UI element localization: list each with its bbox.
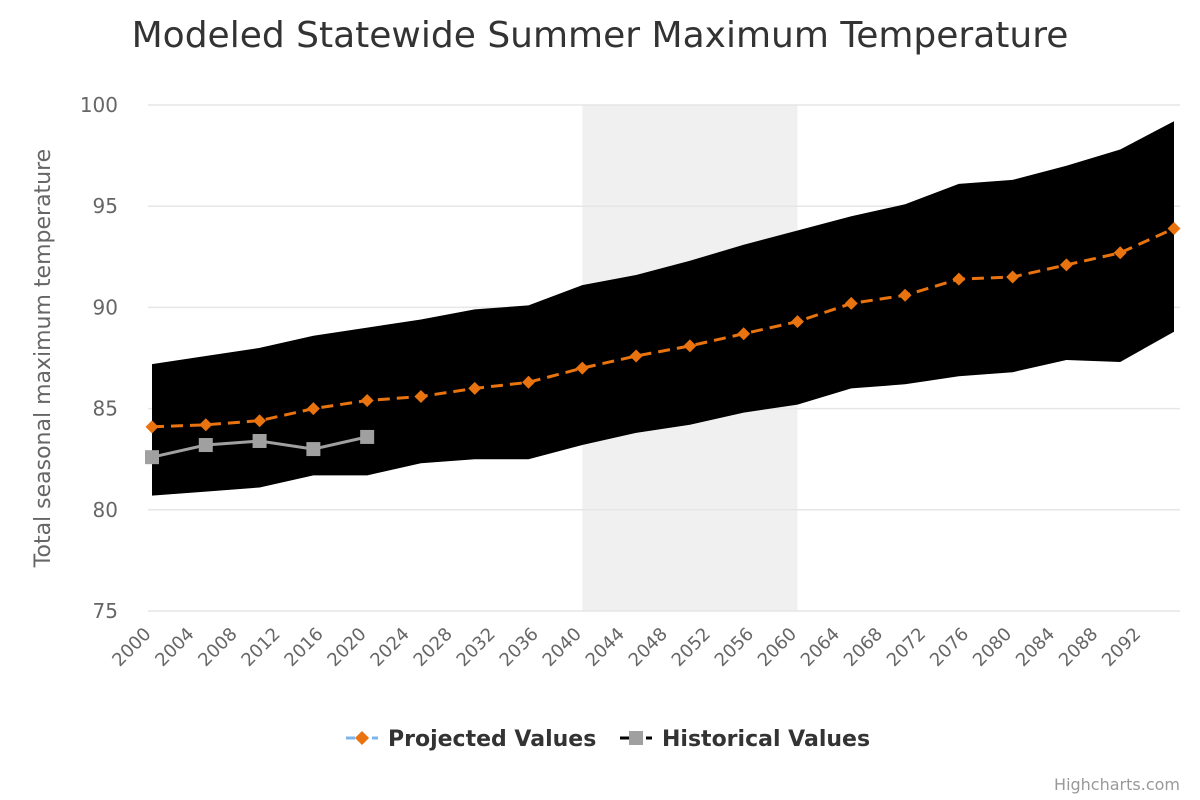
projected-point[interactable] xyxy=(629,349,643,363)
projected-point[interactable] xyxy=(145,420,159,434)
y-axis-ticks: 75 80 85 90 95 100 xyxy=(80,93,118,623)
projected-point[interactable] xyxy=(1006,270,1020,284)
y-tick-label: 80 xyxy=(93,498,118,522)
projected-point[interactable] xyxy=(253,414,267,428)
projected-point[interactable] xyxy=(683,339,697,353)
credits-link[interactable]: Highcharts.com xyxy=(1054,775,1180,794)
projected-point[interactable] xyxy=(952,272,966,286)
y-tick-label: 85 xyxy=(93,397,118,421)
historical-point[interactable] xyxy=(252,433,267,448)
historical-point[interactable] xyxy=(360,429,375,444)
legend-item-projected[interactable]: Projected Values xyxy=(346,727,596,752)
projected-point[interactable] xyxy=(737,327,751,341)
projected-point[interactable] xyxy=(360,394,374,408)
legend-historical-label: Historical Values xyxy=(662,727,870,752)
projected-point[interactable] xyxy=(1167,221,1181,235)
y-axis-title: Total seasonal maximum temperature xyxy=(31,149,56,568)
projected-point[interactable] xyxy=(522,375,536,389)
projected-point[interactable] xyxy=(1059,258,1073,272)
legend-projected-marker xyxy=(355,731,369,745)
historical-point[interactable] xyxy=(306,442,321,457)
y-tick-label: 90 xyxy=(93,295,118,319)
projected-point[interactable] xyxy=(898,288,912,302)
range-band-area xyxy=(152,121,1174,496)
series-line-0 xyxy=(151,227,1175,429)
projected-point[interactable] xyxy=(414,389,428,403)
projected-point[interactable] xyxy=(1113,246,1127,260)
historical-point[interactable] xyxy=(198,438,213,453)
chart-title: Modeled Statewide Summer Maximum Tempera… xyxy=(132,15,1069,56)
projected-point[interactable] xyxy=(844,296,858,310)
historical-point[interactable] xyxy=(145,450,159,465)
projected-point[interactable] xyxy=(199,418,213,432)
legend-historical-marker xyxy=(629,731,643,745)
legend-item-historical[interactable]: Historical Values xyxy=(620,727,870,752)
projected-point[interactable] xyxy=(575,361,589,375)
projected-point[interactable] xyxy=(468,381,482,395)
legend-projected-label: Projected Values xyxy=(388,727,596,752)
series-layer xyxy=(145,221,1181,465)
y-tick-label: 75 xyxy=(93,599,118,623)
projected-point[interactable] xyxy=(306,402,320,416)
legend: Projected Values Historical Values xyxy=(346,727,870,752)
y-tick-label: 95 xyxy=(93,194,118,218)
projected-point[interactable] xyxy=(790,315,804,329)
y-tick-label: 100 xyxy=(80,93,118,117)
